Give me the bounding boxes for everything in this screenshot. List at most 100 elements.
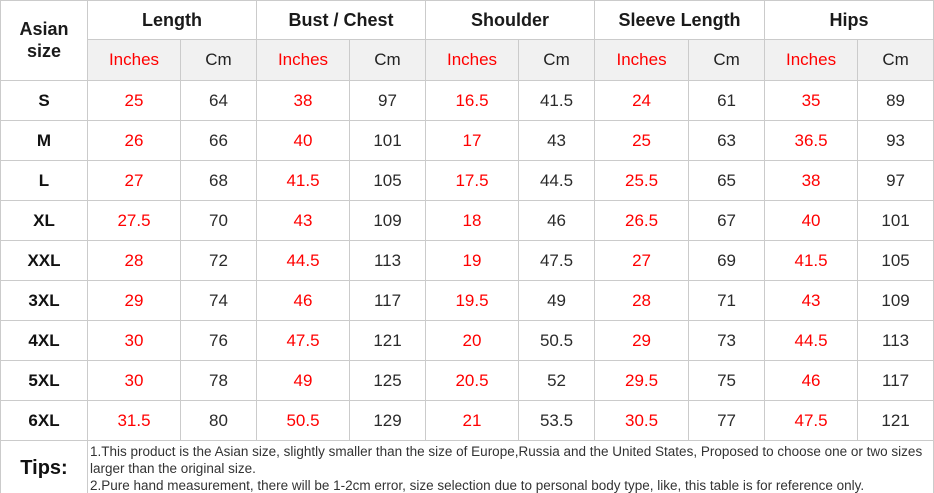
value-cell-cm: 97: [348, 80, 427, 121]
group-header-sleeve-length: Sleeve Length: [594, 0, 766, 40]
value-cell-cm: 41.5: [518, 80, 596, 121]
value-cell-inches: 27: [87, 160, 181, 201]
size-cell: 6XL: [0, 400, 88, 441]
value-cell-inches: 27: [594, 240, 690, 281]
value-cell-cm: 63: [688, 120, 766, 161]
value-cell-cm: 97: [857, 160, 934, 201]
size-cell: XXL: [0, 240, 88, 281]
value-cell-inches: 36.5: [764, 120, 859, 161]
table-row: 4XL 30 76 47.5 121 20 50.5 29 73 44.5 113: [0, 320, 934, 361]
value-cell-inches: 43: [764, 280, 859, 321]
size-cell: 3XL: [0, 280, 88, 321]
value-cell-inches: 41.5: [256, 160, 350, 201]
tips-label: Tips:: [0, 440, 88, 493]
value-cell-inches: 20: [425, 320, 520, 361]
table-row: S 25 64 38 97 16.5 41.5 24 61 35 89: [0, 80, 934, 121]
value-cell-inches: 29.5: [594, 360, 690, 401]
value-cell-cm: 64: [180, 80, 257, 121]
value-cell-inches: 19.5: [425, 280, 520, 321]
value-cell-cm: 71: [688, 280, 766, 321]
unit-header-row: Inches Cm Inches Cm Inches Cm Inches Cm …: [1, 39, 934, 81]
tips-line-2: 2.Pure hand measurement, there will be 1…: [90, 477, 865, 493]
value-cell-inches: 29: [87, 280, 181, 321]
value-cell-cm: 66: [180, 120, 257, 161]
value-cell-inches: 30.5: [594, 400, 690, 441]
value-cell-cm: 101: [348, 120, 427, 161]
group-header-bust-chest: Bust / Chest: [255, 0, 427, 40]
table-row: 5XL 30 78 49 125 20.5 52 29.5 75 46 117: [0, 360, 934, 401]
value-cell-cm: 113: [857, 320, 934, 361]
value-cell-cm: 117: [348, 280, 427, 321]
value-cell-cm: 65: [688, 160, 766, 201]
group-header-shoulder: Shoulder: [425, 0, 596, 40]
value-cell-inches: 28: [594, 280, 690, 321]
unit-header-inches: Inches: [594, 39, 690, 81]
value-cell-inches: 30: [87, 360, 181, 401]
corner-header-label: Asian size: [19, 18, 69, 61]
value-cell-inches: 30: [87, 320, 181, 361]
value-cell-cm: 44.5: [518, 160, 596, 201]
value-cell-cm: 43: [518, 120, 596, 161]
unit-header-cm: Cm: [857, 39, 934, 81]
value-cell-inches: 25: [594, 120, 690, 161]
value-cell-inches: 25.5: [594, 160, 690, 201]
size-cell: XL: [0, 200, 88, 241]
value-cell-inches: 28: [87, 240, 181, 281]
value-cell-inches: 47.5: [764, 400, 859, 441]
group-header-length: Length: [87, 0, 257, 40]
value-cell-cm: 117: [857, 360, 934, 401]
table-row: M 26 66 40 101 17 43 25 63 36.5 93: [0, 120, 934, 161]
value-cell-cm: 109: [857, 280, 934, 321]
value-cell-inches: 35: [764, 80, 859, 121]
group-header-row: Asian size Length Bust / Chest Shoulder …: [0, 0, 934, 81]
value-cell-cm: 72: [180, 240, 257, 281]
value-cell-inches: 46: [256, 280, 350, 321]
value-cell-inches: 46: [764, 360, 859, 401]
value-cell-cm: 113: [348, 240, 427, 281]
size-rows-body: S 25 64 38 97 16.5 41.5 24 61 35 89 M 26 66 40 101 17 43 2…: [0, 80, 934, 441]
value-cell-cm: 77: [688, 400, 766, 441]
table-row: L 27 68 41.5 105 17.5 44.5 25.5 65 38 97: [0, 160, 934, 201]
value-cell-inches: 47.5: [256, 320, 350, 361]
value-cell-cm: 101: [857, 200, 934, 241]
unit-header-cm: Cm: [348, 39, 427, 81]
value-cell-cm: 121: [857, 400, 934, 441]
value-cell-inches: 29: [594, 320, 690, 361]
value-cell-inches: 38: [764, 160, 859, 201]
table-row: XL 27.5 70 43 109 18 46 26.5 67 40 101: [0, 200, 934, 241]
value-cell-cm: 67: [688, 200, 766, 241]
value-cell-cm: 93: [857, 120, 934, 161]
value-cell-inches: 40: [256, 120, 350, 161]
value-cell-cm: 61: [688, 80, 766, 121]
value-cell-inches: 26.5: [594, 200, 690, 241]
value-cell-inches: 38: [256, 80, 350, 121]
tips-text: 1.This product is the Asian size, slight…: [86, 440, 934, 493]
value-cell-cm: 50.5: [518, 320, 596, 361]
value-cell-cm: 75: [688, 360, 766, 401]
value-cell-cm: 52: [518, 360, 596, 401]
unit-header-inches: Inches: [256, 39, 350, 81]
size-cell: 4XL: [0, 320, 88, 361]
value-cell-inches: 41.5: [764, 240, 859, 281]
value-cell-cm: 105: [348, 160, 427, 201]
value-cell-inches: 26: [87, 120, 181, 161]
value-cell-cm: 105: [857, 240, 934, 281]
value-cell-cm: 76: [180, 320, 257, 361]
value-cell-inches: 16.5: [425, 80, 520, 121]
value-cell-cm: 78: [180, 360, 257, 401]
value-cell-cm: 70: [180, 200, 257, 241]
size-cell: L: [0, 160, 88, 201]
unit-header-cm: Cm: [688, 39, 766, 81]
value-cell-inches: 49: [256, 360, 350, 401]
unit-header-inches: Inches: [425, 39, 520, 81]
value-cell-inches: 44.5: [256, 240, 350, 281]
value-cell-cm: 46: [518, 200, 596, 241]
table-row: 3XL 29 74 46 117 19.5 49 28 71 43 109: [0, 280, 934, 321]
value-cell-inches: 24: [594, 80, 690, 121]
unit-header-inches: Inches: [87, 39, 181, 81]
unit-header-cm: Cm: [180, 39, 257, 81]
value-cell-cm: 49: [518, 280, 596, 321]
value-cell-inches: 50.5: [256, 400, 350, 441]
value-cell-cm: 121: [348, 320, 427, 361]
value-cell-inches: 27.5: [87, 200, 181, 241]
